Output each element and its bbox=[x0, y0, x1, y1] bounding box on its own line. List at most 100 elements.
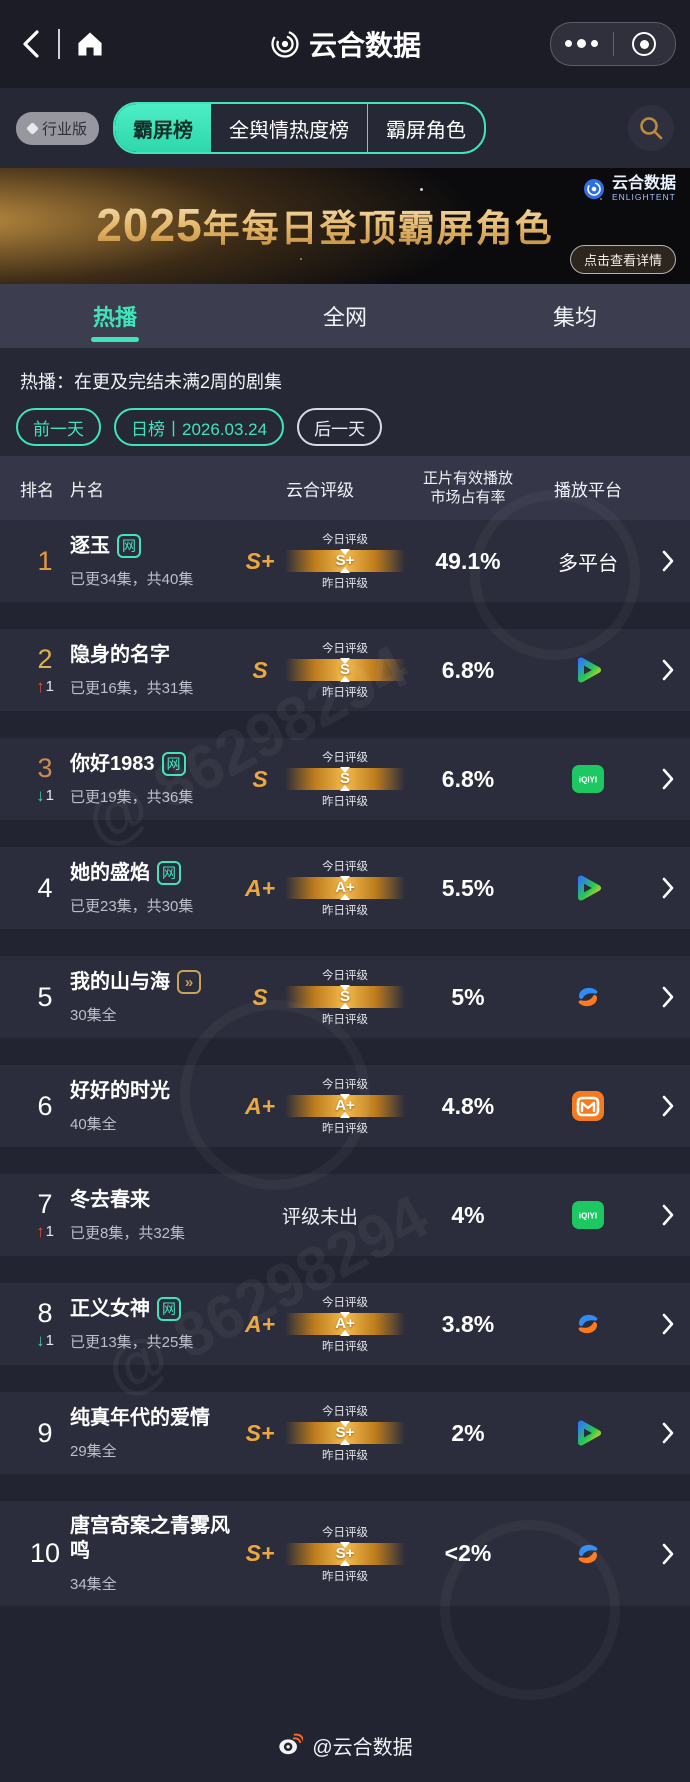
rank-number: 7 bbox=[37, 1188, 53, 1219]
episode-status: 已更34集，共40集 bbox=[70, 570, 194, 588]
row-chevron-icon[interactable] bbox=[645, 658, 690, 682]
market-share-value: 4.8% bbox=[441, 1092, 495, 1119]
banner-cta-button[interactable]: 点击查看详情 bbox=[569, 245, 676, 274]
row-chevron-icon[interactable] bbox=[645, 1203, 690, 1227]
table-row[interactable]: 1 逐玉网已更34集，共40集 S+ 今日评级 S+ 昨日评级 49.1% 多平台 bbox=[0, 520, 690, 629]
table-row[interactable]: 7 ↑ 1 冬去春来 已更8集，共32集 评级未出 4% iQIYI bbox=[0, 1174, 690, 1283]
rating-bar: S+ bbox=[285, 1542, 405, 1565]
market-share-value: 49.1% bbox=[435, 547, 501, 574]
table-row[interactable]: 9 纯真年代的爱情 29集全 S+ 今日评级 S+ 昨日评级 2% bbox=[0, 1392, 690, 1501]
row-chevron-icon[interactable] bbox=[645, 1421, 690, 1445]
drama-title: 逐玉 bbox=[70, 534, 110, 557]
rating-letter: A+ bbox=[244, 1092, 276, 1119]
platform-cell: iQIYI bbox=[531, 761, 645, 797]
market-share-value: 6.8% bbox=[441, 656, 495, 683]
date-selector[interactable]: 日榜丨2026.03.24 bbox=[114, 408, 285, 446]
view-tab-2[interactable]: 集均 bbox=[552, 305, 597, 330]
platform-cell: iQIYI bbox=[531, 1197, 645, 1233]
web-drama-badge-icon: 网 bbox=[117, 534, 141, 558]
date-nav: 前一天 日榜丨2026.03.24 后一天 bbox=[0, 398, 690, 456]
episode-status: 29集全 bbox=[70, 1442, 117, 1460]
rating-bar-stack: 今日评级 S 昨日评级 bbox=[285, 640, 405, 700]
fast-forward-badge-icon: » bbox=[177, 970, 201, 994]
rating-cell: A+ 今日评级 A+ 昨日评级 bbox=[235, 858, 405, 918]
search-icon bbox=[640, 117, 663, 140]
multi-platform-label: 多平台 bbox=[558, 552, 618, 575]
row-chevron-icon[interactable] bbox=[645, 1542, 690, 1566]
web-drama-badge-icon: 网 bbox=[161, 752, 186, 776]
rating-bar: S bbox=[285, 659, 405, 681]
table-row[interactable]: 4 她的盛焰网已更23集，共30集 A+ 今日评级 A+ 昨日评级 5.5% bbox=[0, 847, 690, 956]
rating-letter: A+ bbox=[244, 874, 276, 901]
row-chevron-icon[interactable] bbox=[645, 1312, 690, 1336]
ranking-tab-group: 霸屏榜 全舆情热度榜 霸屏角色 bbox=[113, 102, 487, 154]
view-tab-bar: 热播 全网 集均 bbox=[0, 284, 690, 348]
episode-status: 40集全 bbox=[70, 1115, 117, 1133]
rating-bar-stack: 今日评级 A+ 昨日评级 bbox=[285, 1076, 405, 1136]
header-rank: 排名 bbox=[20, 480, 54, 500]
row-chevron-icon[interactable] bbox=[645, 985, 690, 1009]
market-share-value: 3.8% bbox=[441, 1310, 495, 1337]
rating-cell: S 今日评级 S 昨日评级 bbox=[235, 749, 405, 809]
close-button[interactable] bbox=[614, 32, 676, 56]
rating-bar: A+ bbox=[285, 877, 405, 899]
title-cell: 你好1983 网已更19集，共36集 bbox=[70, 752, 235, 807]
filter-tab-2[interactable]: 霸屏角色 bbox=[367, 104, 484, 152]
rating-letter: S bbox=[252, 656, 268, 683]
search-button[interactable] bbox=[628, 105, 674, 151]
row-chevron-icon[interactable] bbox=[645, 876, 690, 900]
view-tab-1[interactable]: 全网 bbox=[322, 305, 367, 330]
svg-text:iQIYI: iQIYI bbox=[579, 1212, 597, 1221]
filter-tab-0[interactable]: 霸屏榜 bbox=[115, 104, 212, 152]
rating-cell: S 今日评级 S 昨日评级 bbox=[235, 967, 405, 1027]
prev-day-button[interactable]: 前一天 bbox=[16, 408, 101, 446]
table-row[interactable]: 2 ↑ 1 隐身的名字 已更16集，共31集 S 今日评级 S 昨日评级 6.8% bbox=[0, 629, 690, 738]
drama-title: 冬去春来 bbox=[70, 1188, 150, 1211]
rating-bar-stack: 今日评级 S 昨日评级 bbox=[285, 967, 405, 1027]
table-row[interactable]: 10 唐宫奇案之青雾风鸣 34集全 S+ 今日评级 S+ 昨日评级 <2% bbox=[0, 1501, 690, 1633]
rating-letter: A+ bbox=[244, 1310, 276, 1337]
promo-banner[interactable]: 2025年每日登顶霸屏角色 云合数据 ENLIGHTENT 点击查看详情 bbox=[0, 168, 690, 284]
title-cell: 逐玉网已更34集，共40集 bbox=[70, 534, 235, 589]
rank-number: 2 bbox=[37, 643, 53, 674]
platform-iqiyi-icon: iQIYI bbox=[570, 761, 606, 797]
version-badge[interactable]: 行业版 bbox=[16, 111, 100, 145]
platform-cell bbox=[531, 979, 645, 1015]
rating-cell: S 今日评级 S 昨日评级 bbox=[235, 640, 405, 700]
next-day-button[interactable]: 后一天 bbox=[297, 408, 383, 446]
rating-cell: S+ 今日评级 S+ 昨日评级 bbox=[235, 1524, 405, 1584]
miniprogram-capsule bbox=[550, 22, 676, 66]
rating-cell: 评级未出 bbox=[235, 1202, 405, 1229]
weibo-handle: @云合数据 bbox=[312, 1737, 413, 1759]
row-chevron-icon[interactable] bbox=[645, 549, 690, 573]
web-drama-badge-icon: 网 bbox=[157, 861, 181, 885]
home-icon[interactable] bbox=[74, 28, 106, 60]
header-platform: 播放平台 bbox=[554, 480, 622, 500]
title-cell: 冬去春来 已更8集，共32集 bbox=[70, 1188, 235, 1243]
banner-title: 2025年每日登顶霸屏角色 bbox=[0, 198, 650, 252]
ranking-list: @ 86298294 @ 86298294 1逐玉网已更34集，共40集S+今日… bbox=[0, 490, 690, 1700]
title-cell: 正义女神网已更13集，共25集 bbox=[70, 1297, 235, 1352]
drama-title: 纯真年代的爱情 bbox=[70, 1406, 210, 1429]
market-share-value: 2% bbox=[451, 1419, 485, 1446]
table-row[interactable]: 6 好好的时光 40集全 A+ 今日评级 A+ 昨日评级 4.8% bbox=[0, 1065, 690, 1174]
view-tab-0[interactable]: 热播 bbox=[0, 284, 230, 348]
episode-status: 34集全 bbox=[70, 1575, 117, 1593]
row-chevron-icon[interactable] bbox=[645, 1094, 690, 1118]
table-row[interactable]: 5 我的山与海 » 30集全 S 今日评级 S 昨日评级 5% bbox=[0, 956, 690, 1065]
target-circle-icon bbox=[632, 32, 657, 56]
list-subtitle: 热播：在更及完结未满2周的剧集 bbox=[0, 348, 690, 398]
more-button[interactable] bbox=[551, 39, 613, 48]
table-row[interactable]: 8 ↓ 1 正义女神网已更13集，共25集 A+ 今日评级 A+ 昨日评级 3.8% bbox=[0, 1283, 690, 1392]
today-rating-label: 今日评级 bbox=[322, 752, 368, 764]
rating-bar-stack: 今日评级 S+ 昨日评级 bbox=[285, 1524, 405, 1584]
table-row[interactable]: 3 ↓ 1 你好1983 网已更19集，共36集 S 今日评级 S 昨日评级 6.8% iQIYI bbox=[0, 738, 690, 847]
rating-bar-stack: 今日评级 S 昨日评级 bbox=[285, 749, 405, 809]
drama-title: 隐身的名字 bbox=[70, 643, 170, 666]
platform-cell bbox=[531, 870, 645, 906]
yesterday-rating-label: 昨日评级 bbox=[322, 687, 368, 699]
back-icon[interactable] bbox=[18, 28, 44, 60]
filter-tab-1[interactable]: 全舆情热度榜 bbox=[229, 119, 350, 142]
row-chevron-icon[interactable] bbox=[645, 767, 690, 791]
